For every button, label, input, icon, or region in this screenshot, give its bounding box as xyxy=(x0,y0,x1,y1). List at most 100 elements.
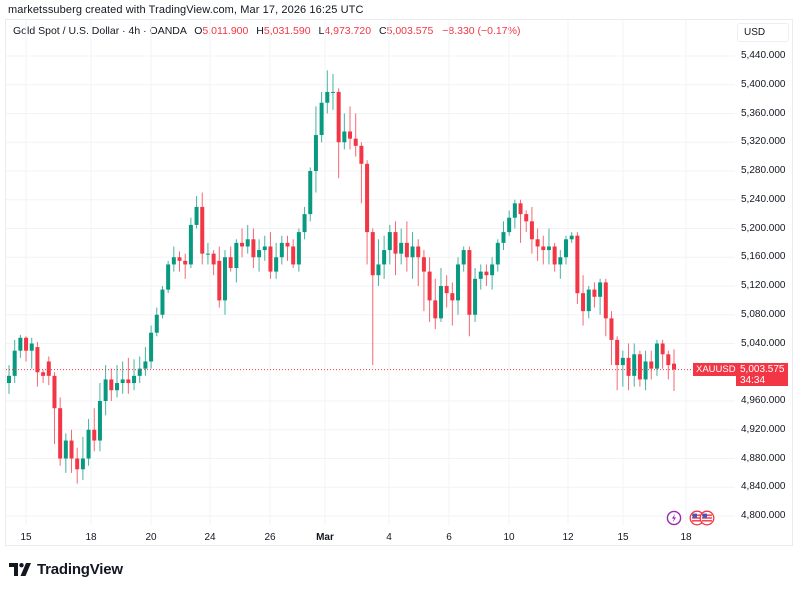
candle-body xyxy=(450,293,455,301)
candle-body xyxy=(114,383,119,391)
candle-body xyxy=(97,401,102,441)
candle-body xyxy=(427,271,432,301)
tradingview-logo-icon xyxy=(9,563,31,576)
candle-body xyxy=(268,246,273,272)
candle-body xyxy=(330,91,335,93)
candle-body xyxy=(376,264,381,276)
price-tick-label: 5,400.000 xyxy=(741,78,786,90)
us-flag-event-icon[interactable] xyxy=(699,510,715,531)
candle-body xyxy=(29,343,34,351)
candle-body xyxy=(18,337,23,351)
candle-body xyxy=(365,163,370,233)
candle-body xyxy=(137,368,142,376)
candle-body xyxy=(518,203,523,215)
price-tick-label: 5,440.000 xyxy=(741,50,786,61)
candle-body xyxy=(598,282,603,297)
time-tick-label: 12 xyxy=(562,532,574,543)
candle-body xyxy=(75,458,80,470)
price-tick-label: 5,360.000 xyxy=(741,107,786,119)
price-tick-label: 5,080.000 xyxy=(741,308,786,320)
candle-body xyxy=(512,203,517,218)
candle-body xyxy=(552,246,557,265)
candle-body xyxy=(399,242,404,254)
time-tick-label: 18 xyxy=(85,532,97,543)
candle-body xyxy=(166,264,171,290)
candle-body xyxy=(35,347,40,373)
candle-body xyxy=(581,293,586,312)
candle-body xyxy=(575,235,580,294)
close-label: C xyxy=(378,25,387,37)
candle-body xyxy=(69,440,74,459)
price-tick-label: 5,240.000 xyxy=(741,193,786,205)
candle-body xyxy=(302,214,307,233)
candle-body xyxy=(524,214,529,222)
candle-body xyxy=(456,264,461,301)
candle-body xyxy=(80,458,85,470)
candle-body xyxy=(529,221,534,240)
candle-body xyxy=(478,271,483,279)
time-tick-label: 20 xyxy=(145,532,157,543)
candle-body xyxy=(222,257,227,301)
symbol-price-tag: XAUUSD xyxy=(693,363,739,376)
time-tick-label: 10 xyxy=(503,532,515,543)
candle-body xyxy=(63,440,68,459)
candle-body xyxy=(353,138,358,146)
candle-body xyxy=(632,354,637,376)
candle-body xyxy=(666,354,671,366)
price-tick-label: 5,120.000 xyxy=(741,280,786,291)
candle-body xyxy=(262,246,267,251)
price-tick-label: 4,960.000 xyxy=(741,395,786,406)
candle-body xyxy=(177,257,182,261)
candle-body xyxy=(433,300,438,319)
candle-body xyxy=(387,232,392,251)
candle-body xyxy=(245,239,250,247)
candle-body xyxy=(421,257,426,272)
currency-selector[interactable]: USD xyxy=(737,23,789,42)
open-value: 5,011.900 xyxy=(202,25,249,37)
candle-body xyxy=(564,239,569,258)
candle-body xyxy=(211,253,216,265)
price-tick-label: 5,280.000 xyxy=(741,165,786,176)
candle-body xyxy=(410,246,415,258)
candle-body xyxy=(393,232,398,254)
candle-body xyxy=(501,232,506,243)
candle-body xyxy=(461,250,466,265)
time-tick-label: Mar xyxy=(316,532,334,543)
lightning-event-icon[interactable] xyxy=(666,510,682,531)
candle-body xyxy=(319,102,324,136)
candle-body xyxy=(444,286,449,294)
candle-body xyxy=(484,271,489,276)
candle-body xyxy=(251,239,256,258)
price-tick-label: 5,320.000 xyxy=(741,136,786,148)
candle-body xyxy=(41,372,46,376)
price-tick-label: 4,840.000 xyxy=(741,481,786,493)
candle-body xyxy=(643,361,648,380)
candle-body xyxy=(541,246,546,251)
candle-body xyxy=(126,379,131,384)
candle-body xyxy=(416,246,421,258)
candle-body xyxy=(103,379,108,401)
candle-body xyxy=(188,224,193,265)
candle-body xyxy=(473,278,478,315)
candle-body xyxy=(200,206,205,254)
candle-body xyxy=(336,91,341,143)
price-tick-label: 5,160.000 xyxy=(741,251,786,263)
tradingview-logo[interactable]: TradingView xyxy=(9,561,123,578)
candle-body xyxy=(109,379,114,391)
candle-body xyxy=(313,135,318,171)
symbol-title[interactable]: Gold Spot / U.S. Dollar · 4h · OANDA xyxy=(13,25,187,37)
candle-body xyxy=(240,242,245,247)
last-price-tag: 5,003.575 34:34 xyxy=(736,363,788,386)
candle-body xyxy=(603,282,608,319)
low-label: L xyxy=(318,25,325,37)
candle-body xyxy=(296,232,301,265)
candle-body xyxy=(325,91,330,103)
candle-body xyxy=(535,239,540,247)
last-price: 5,003.575 xyxy=(740,364,785,375)
candle-body xyxy=(467,250,472,315)
candle-body xyxy=(291,246,296,265)
candle-body xyxy=(342,131,347,143)
candle-body xyxy=(143,361,148,369)
candle-body xyxy=(160,289,165,315)
